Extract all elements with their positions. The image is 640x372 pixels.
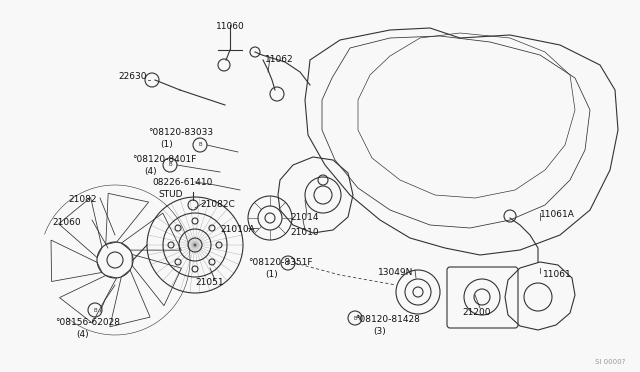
Text: B: B [286, 260, 290, 266]
Text: STUD: STUD [158, 190, 182, 199]
Text: 21200: 21200 [462, 308, 490, 317]
Text: °08120-83033: °08120-83033 [148, 128, 213, 137]
Text: 21014: 21014 [290, 213, 319, 222]
Text: °08120-81428: °08120-81428 [355, 315, 420, 324]
Text: 21051: 21051 [195, 278, 223, 287]
Text: 21082: 21082 [68, 195, 97, 204]
Text: °08120-8401F: °08120-8401F [132, 155, 196, 164]
Text: B: B [198, 142, 202, 148]
Text: 11062: 11062 [265, 55, 294, 64]
Text: 08226-61410: 08226-61410 [152, 178, 212, 187]
Text: 11061: 11061 [543, 270, 572, 279]
Text: (4): (4) [76, 330, 88, 339]
Text: B: B [353, 315, 357, 321]
Text: (3): (3) [373, 327, 386, 336]
Text: °08120-8351F: °08120-8351F [248, 258, 312, 267]
Text: 13049N: 13049N [378, 268, 413, 277]
Text: B: B [93, 308, 97, 312]
Text: 21010A: 21010A [220, 225, 255, 234]
Text: 21060: 21060 [52, 218, 81, 227]
Text: °08156-62028: °08156-62028 [55, 318, 120, 327]
Text: (1): (1) [265, 270, 278, 279]
Text: (4): (4) [144, 167, 157, 176]
Text: (1): (1) [160, 140, 173, 149]
Text: 21082C: 21082C [200, 200, 235, 209]
Text: SI 0000?: SI 0000? [595, 359, 625, 365]
Text: 11060: 11060 [216, 22, 244, 31]
Text: 21010: 21010 [290, 228, 319, 237]
Text: 11061A: 11061A [540, 210, 575, 219]
Text: B: B [168, 163, 172, 167]
Text: 22630: 22630 [118, 72, 147, 81]
